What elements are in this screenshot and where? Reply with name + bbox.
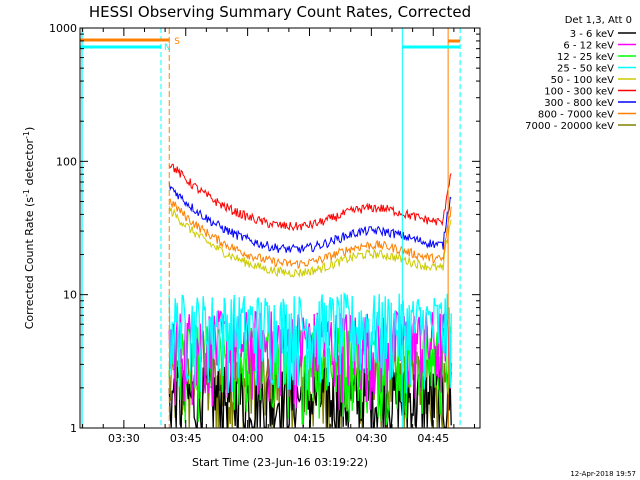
- y-axis-label-sup2: -1: [22, 131, 31, 139]
- x-tick-label: 04:00: [232, 432, 264, 445]
- legend-entry: 7000 - 20000 keV: [525, 121, 614, 132]
- y-axis-label-sup1: -1: [22, 189, 31, 197]
- legend-entry: 800 - 7000 keV: [538, 110, 614, 121]
- night-label: N: [164, 43, 171, 53]
- legend-entry: 3 - 6 keV: [570, 29, 614, 40]
- x-tick-label: 03:45: [170, 432, 202, 445]
- y-tick-label: 100: [56, 155, 77, 168]
- series-line: [168, 205, 452, 278]
- y-tick-label: 1: [70, 422, 77, 435]
- y-tick-labels: 1 10 100 1000: [49, 22, 480, 435]
- footer-date: 12-Apr-2018 19:57: [570, 470, 636, 478]
- x-tick-label: 04:15: [294, 432, 326, 445]
- y-tick-label: 10: [63, 289, 77, 302]
- legend-entry: 6 - 12 keV: [563, 41, 614, 52]
- legend-header: Det 1,3, Att 0: [565, 15, 632, 26]
- y-axis-label-end: ): [23, 127, 36, 131]
- series-line: [168, 291, 452, 394]
- series-line: [168, 181, 452, 254]
- y-axis-label-main: Corrected Count Rate (s: [23, 197, 36, 330]
- x-tick-label: 04:45: [417, 432, 449, 445]
- y-axis-label: Corrected Count Rate (s-1 detector-1): [22, 127, 36, 330]
- chart-title: HESSI Observing Summary Count Rates, Cor…: [89, 3, 471, 21]
- x-tick-labels: 03:30 03:45 04:00 04:15 04:30 04:45: [82, 28, 475, 445]
- legend-entry: 100 - 300 keV: [544, 87, 614, 98]
- legend-entry: 50 - 100 keV: [551, 75, 615, 86]
- data-traces: [168, 163, 452, 428]
- series-line: [168, 198, 452, 269]
- series-line: [168, 351, 452, 428]
- legend-entry: 300 - 800 keV: [544, 98, 614, 109]
- y-tick-label: 1000: [49, 22, 77, 35]
- x-axis-label: Start Time (23-Jun-16 03:19:22): [192, 456, 368, 469]
- plot-frame: [79, 27, 481, 429]
- eclipse-saa-markers: SN: [80, 28, 461, 428]
- series-line: [168, 163, 452, 232]
- legend-entry: 25 - 50 keV: [557, 64, 614, 75]
- x-tick-label: 04:30: [356, 432, 388, 445]
- y-axis-label-mid: detector: [23, 139, 36, 189]
- saa-label: S: [174, 37, 180, 47]
- plot-region: SN: [79, 27, 481, 429]
- x-tick-label: 03:30: [108, 432, 140, 445]
- legend-entry: 12 - 25 keV: [557, 52, 614, 63]
